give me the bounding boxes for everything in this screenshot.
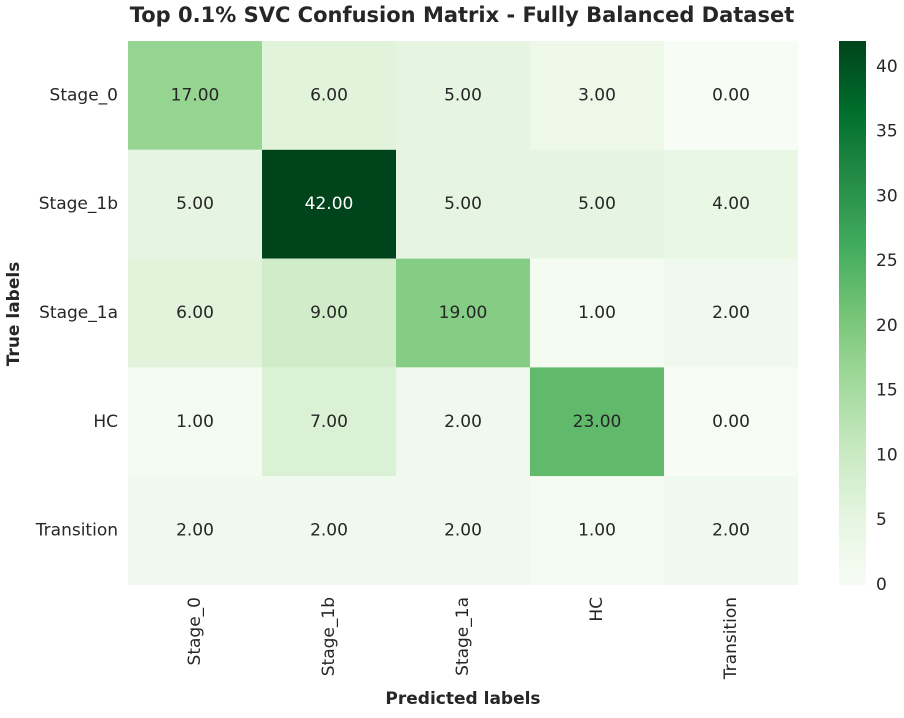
cell-value-label: 4.00: [712, 194, 750, 214]
column-tick-label: Stage_1b: [319, 597, 339, 676]
cell-value-label: 2.00: [176, 521, 214, 541]
cell-value-label: 6.00: [310, 85, 348, 105]
colorbar-tick-label: 35: [876, 122, 898, 142]
cell-value-label: 2.00: [310, 521, 348, 541]
heatmap-cell: [530, 367, 664, 477]
column-tick-label: Stage_0: [185, 597, 205, 665]
heatmap-cell: [396, 41, 530, 150]
column-tick-label: Transition: [721, 597, 741, 680]
heatmap-cell: [664, 41, 798, 150]
cell-value-label: 1.00: [578, 303, 616, 323]
heatmap-cell: [396, 367, 530, 477]
heatmap-cell: [262, 367, 396, 477]
cell-value-label: 2.00: [444, 412, 482, 432]
heatmap-cell: [128, 149, 262, 259]
heatmap-cell: [262, 149, 396, 259]
cell-value-label: 5.00: [444, 194, 482, 214]
cell-value-label: 2.00: [444, 521, 482, 541]
colorbar-ticks: 0 5 10 15 20 25 30 35 40: [876, 57, 898, 595]
colorbar-tick-label: 10: [876, 445, 898, 465]
heatmap-cell: [530, 149, 664, 259]
heatmap-cell: [664, 149, 798, 259]
cell-value-label: 23.00: [573, 412, 622, 432]
heatmap-cell: [128, 258, 262, 368]
row-tick-label: Stage_1b: [39, 194, 118, 214]
cell-value-label: 6.00: [176, 303, 214, 323]
cell-value-label: 42.00: [305, 194, 354, 214]
heatmap-cell: [664, 367, 798, 477]
colorbar-tick-label: 0: [876, 575, 887, 595]
heatmap-cell: [128, 367, 262, 477]
cell-value-label: 5.00: [176, 194, 214, 214]
row-tick-label: Stage_1a: [39, 303, 118, 323]
cell-value-label: 1.00: [578, 521, 616, 541]
heatmap-cell: [664, 258, 798, 368]
cell-value-label: 17.00: [171, 85, 220, 105]
heatmap-cells: 17.00 6.00 5.00 3.00 0.00 5.00 42.00 5.00 5.00 4.…: [128, 41, 798, 585]
cell-value-label: 2.00: [712, 303, 750, 323]
heatmap-cell: [530, 41, 664, 150]
heatmap-cell: [396, 258, 530, 368]
heatmap-cell: [530, 258, 664, 368]
row-tick-label: HC: [93, 412, 118, 432]
colorbar-tick-label: 5: [876, 510, 887, 530]
heatmap-cell: [530, 476, 664, 585]
colorbar-tick-label: 15: [876, 381, 898, 401]
cell-value-label: 9.00: [310, 303, 348, 323]
row-tick-label: Stage_0: [50, 85, 118, 105]
heatmap-cell: [128, 476, 262, 585]
cell-value-label: 0.00: [712, 85, 750, 105]
heatmap-cell: [262, 41, 396, 150]
cell-value-label: 2.00: [712, 521, 750, 541]
cell-value-label: 1.00: [176, 412, 214, 432]
heatmap-cell: [396, 476, 530, 585]
column-tick-label: Stage_1a: [453, 597, 473, 676]
y-axis-label: True labels: [4, 262, 24, 367]
heatmap-cell: [664, 476, 798, 585]
colorbar-tick-label: 25: [876, 251, 898, 271]
cell-value-label: 0.00: [712, 412, 750, 432]
cell-value-label: 7.00: [310, 412, 348, 432]
colorbar-tick-label: 20: [876, 316, 898, 336]
row-tick-label: Transition: [35, 521, 118, 541]
cell-value-label: 5.00: [578, 194, 616, 214]
colorbar-tick-label: 40: [876, 57, 898, 77]
heatmap-cell: [396, 149, 530, 259]
cell-value-label: 3.00: [578, 85, 616, 105]
colorbar: [839, 41, 866, 585]
column-tick-labels: Stage_0 Stage_1b Stage_1a HC Transition: [185, 597, 741, 680]
column-tick-label: HC: [587, 597, 607, 622]
heatmap-cell: [262, 476, 396, 585]
chart-title: Top 0.1% SVC Confusion Matrix - Fully Ba…: [130, 3, 795, 27]
cell-value-label: 19.00: [439, 303, 488, 323]
cell-value-label: 5.00: [444, 85, 482, 105]
heatmap-cell: [262, 258, 396, 368]
x-axis-label: Predicted labels: [385, 689, 540, 709]
heatmap-cell: [128, 41, 262, 150]
row-tick-labels: Stage_0 Stage_1b Stage_1a HC Transition: [35, 85, 118, 540]
colorbar-tick-label: 30: [876, 186, 898, 206]
